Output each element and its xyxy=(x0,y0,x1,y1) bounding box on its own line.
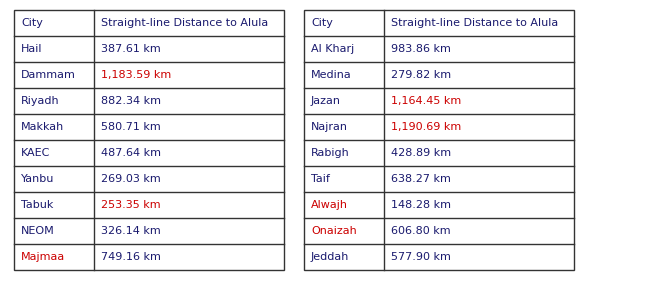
Bar xyxy=(14,10,284,270)
Text: 269.03 km: 269.03 km xyxy=(101,174,160,184)
Text: 487.64 km: 487.64 km xyxy=(101,148,161,158)
Text: City: City xyxy=(311,18,333,28)
Text: 148.28 km: 148.28 km xyxy=(391,200,451,210)
Text: Alwajh: Alwajh xyxy=(311,200,348,210)
Text: 577.90 km: 577.90 km xyxy=(391,252,451,262)
Text: 1,183.59 km: 1,183.59 km xyxy=(101,70,171,80)
Text: Hail: Hail xyxy=(21,44,43,54)
Text: Majmaa: Majmaa xyxy=(21,252,66,262)
Text: 326.14 km: 326.14 km xyxy=(101,226,160,236)
Text: KAEC: KAEC xyxy=(21,148,50,158)
Text: Dammam: Dammam xyxy=(21,70,76,80)
Text: 882.34 km: 882.34 km xyxy=(101,96,161,106)
Bar xyxy=(304,10,574,270)
Text: 638.27 km: 638.27 km xyxy=(391,174,451,184)
Text: Straight-line Distance to Alula: Straight-line Distance to Alula xyxy=(101,18,269,28)
Text: Medina: Medina xyxy=(311,70,352,80)
Text: 428.89 km: 428.89 km xyxy=(391,148,451,158)
Text: Straight-line Distance to Alula: Straight-line Distance to Alula xyxy=(391,18,558,28)
Text: 1,190.69 km: 1,190.69 km xyxy=(391,122,461,132)
Text: 1,164.45 km: 1,164.45 km xyxy=(391,96,461,106)
Text: 983.86 km: 983.86 km xyxy=(391,44,451,54)
Text: City: City xyxy=(21,18,43,28)
Text: Riyadh: Riyadh xyxy=(21,96,60,106)
Text: Makkah: Makkah xyxy=(21,122,64,132)
Text: Najran: Najran xyxy=(311,122,348,132)
Text: Jazan: Jazan xyxy=(311,96,341,106)
Text: Onaizah: Onaizah xyxy=(311,226,357,236)
Text: NEOM: NEOM xyxy=(21,226,55,236)
Text: Al Kharj: Al Kharj xyxy=(311,44,354,54)
Text: Rabigh: Rabigh xyxy=(311,148,350,158)
Text: Taif: Taif xyxy=(311,174,330,184)
Text: Yanbu: Yanbu xyxy=(21,174,54,184)
Text: 749.16 km: 749.16 km xyxy=(101,252,161,262)
Text: 580.71 km: 580.71 km xyxy=(101,122,160,132)
Text: 279.82 km: 279.82 km xyxy=(391,70,451,80)
Text: Jeddah: Jeddah xyxy=(311,252,349,262)
Text: 253.35 km: 253.35 km xyxy=(101,200,160,210)
Text: 606.80 km: 606.80 km xyxy=(391,226,451,236)
Text: Tabuk: Tabuk xyxy=(21,200,53,210)
Text: 387.61 km: 387.61 km xyxy=(101,44,160,54)
